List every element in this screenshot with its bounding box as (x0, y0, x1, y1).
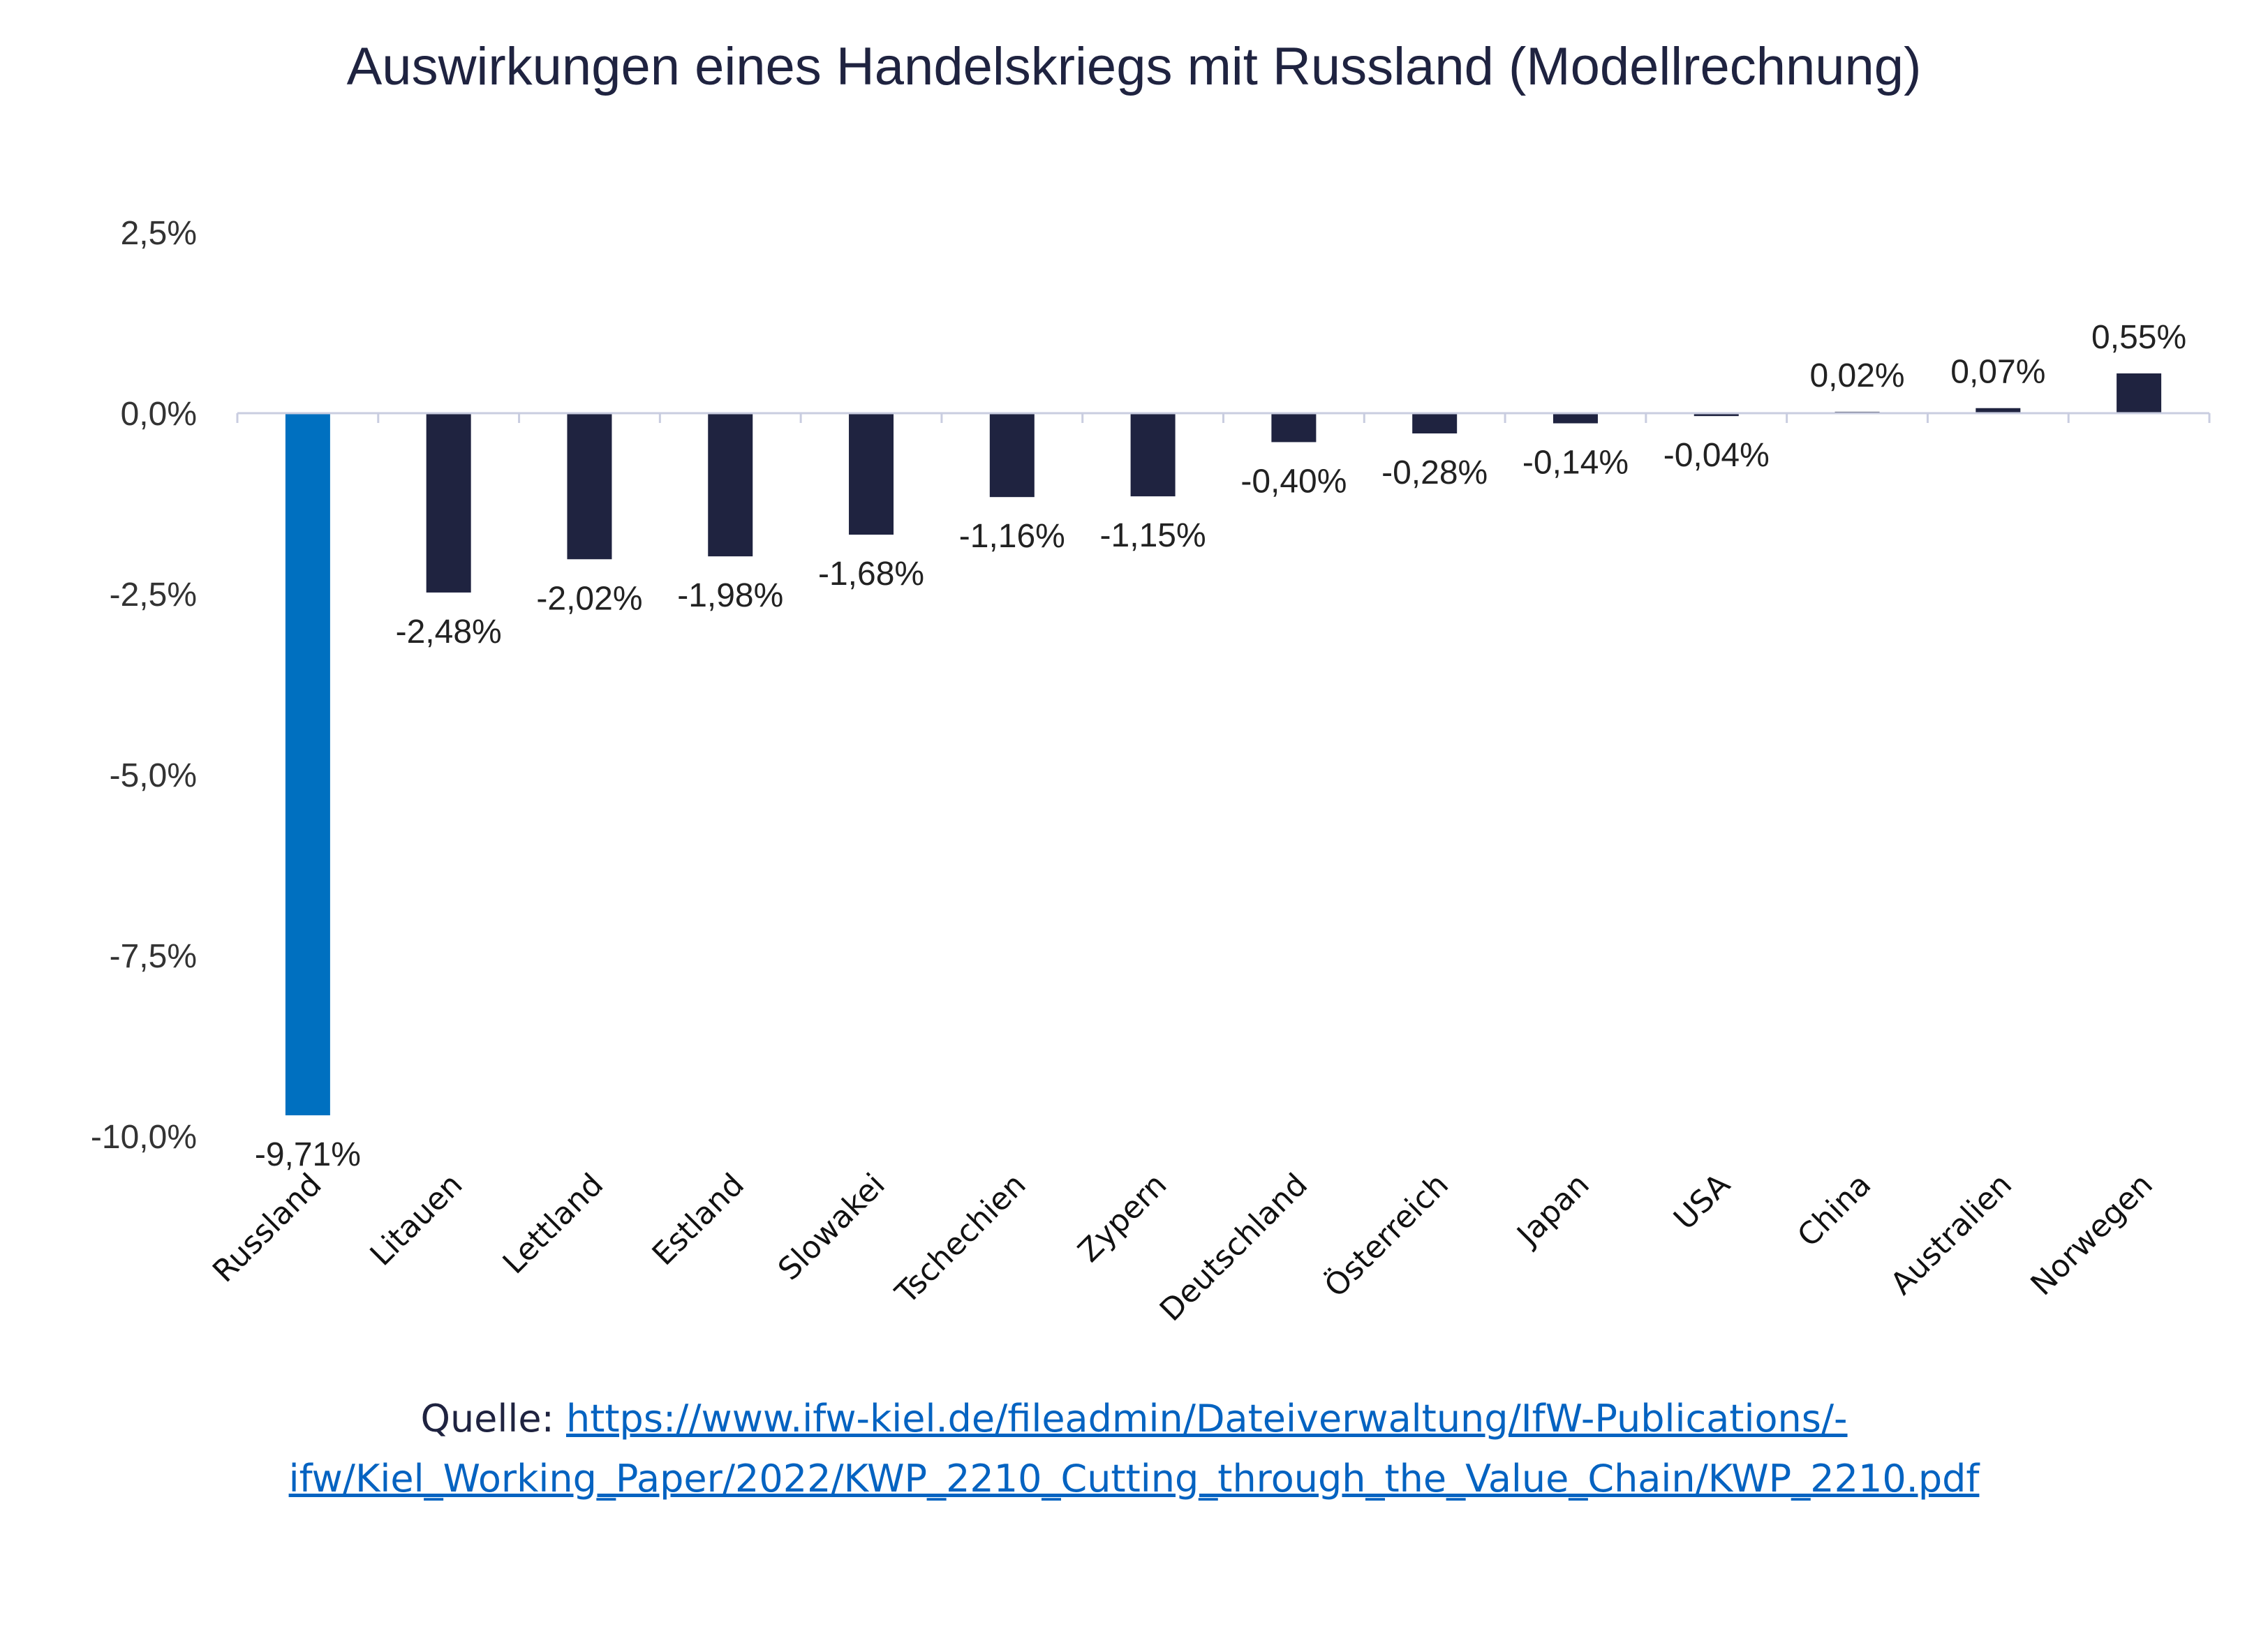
bar-usa (1693, 413, 1739, 417)
category-label: Deutschland (1153, 1167, 1314, 1326)
data-label: -1,15% (1100, 517, 1206, 554)
data-label: -0,14% (1522, 445, 1629, 482)
bar-russland (285, 413, 330, 1115)
data-label: -2,02% (536, 580, 642, 617)
category-label: Lettland (496, 1167, 611, 1281)
y-tick-label: 2,5% (121, 215, 197, 252)
data-label: 0,02% (1809, 357, 1904, 394)
category-label: Slowakei (771, 1167, 892, 1288)
data-label: -9,71% (255, 1136, 361, 1173)
category-labels: Russland Litauen Lettland Estland SlowakeiTs… (206, 1166, 2160, 1326)
x-axis-tick-marks (236, 413, 2211, 423)
data-label: -0,28% (1381, 454, 1488, 491)
bar-slowakei (849, 413, 894, 535)
bar-litauen (426, 413, 471, 593)
data-label: -1,98% (677, 577, 783, 614)
source-note: Quelle: https://www.ifw-kiel.de/fileadmi… (0, 1389, 2268, 1509)
category-label: Österreich (1317, 1166, 1455, 1304)
category-label: Estland (646, 1167, 751, 1272)
category-label: USA (1667, 1167, 1737, 1237)
category-label: Tschechien (888, 1167, 1032, 1311)
category-label: Norwegen (2024, 1167, 2160, 1302)
source-prefix: Quelle: (420, 1397, 566, 1441)
bar-österreich (1412, 413, 1458, 434)
y-tick-label: -5,0% (110, 757, 197, 794)
y-axis-ticks: 2,5% 0,0% -2,5% -5,0% -7,5% -10,0% (91, 215, 197, 1156)
bar-deutschland (1271, 413, 1317, 443)
data-label: -2,48% (396, 614, 502, 650)
category-label: Russland (206, 1167, 329, 1290)
data-label: 0,55% (2091, 319, 2186, 356)
y-tick-label: -2,5% (110, 577, 197, 614)
bars (285, 373, 2162, 1115)
source-link-part-2[interactable]: ifw/Kiel_Working_Paper/2022/KWP_2210_Cut… (288, 1457, 1980, 1501)
y-tick-label: 0,0% (121, 396, 197, 433)
data-labels: -9,71% -2,48% -2,02% -1,98% -1,68% -1,16% -1,1… (255, 319, 2186, 1173)
source-line-1: Quelle: https://www.ifw-kiel.de/fileadmi… (0, 1389, 2268, 1449)
bar-japan (1552, 413, 1598, 424)
y-tick-label: -10,0% (91, 1119, 197, 1156)
bar-tschechien (989, 413, 1035, 498)
data-label: 0,07% (1950, 354, 2045, 391)
data-label: -0,40% (1240, 463, 1347, 500)
category-label: Zypern (1072, 1167, 1174, 1270)
data-label: -0,04% (1663, 437, 1770, 474)
bar-australien (1976, 408, 2021, 413)
category-label: Litauen (364, 1167, 470, 1273)
source-line-2: ifw/Kiel_Working_Paper/2022/KWP_2210_Cut… (0, 1449, 2268, 1509)
bar-zypern (1130, 413, 1176, 497)
y-tick-label: -7,5% (110, 938, 197, 975)
category-label: China (1791, 1167, 1878, 1254)
bar-chart: 2,5% 0,0% -2,5% -5,0% -7,5% -10,0% -9,71% -2,4… (91, 215, 2211, 1326)
bar-norwegen (2117, 373, 2162, 413)
bar-lettland (567, 413, 612, 560)
chart-title: Auswirkungen eines Handelskriegs mit Rus… (346, 37, 1922, 96)
source-link-part-1[interactable]: https://www.ifw-kiel.de/fileadmin/Dateiv… (565, 1397, 1848, 1441)
category-label: Japan (1509, 1167, 1596, 1254)
data-label: -1,68% (818, 556, 924, 593)
bar-estland (708, 413, 753, 557)
data-label: -1,16% (959, 518, 1065, 555)
category-label: Australien (1884, 1167, 2019, 1302)
